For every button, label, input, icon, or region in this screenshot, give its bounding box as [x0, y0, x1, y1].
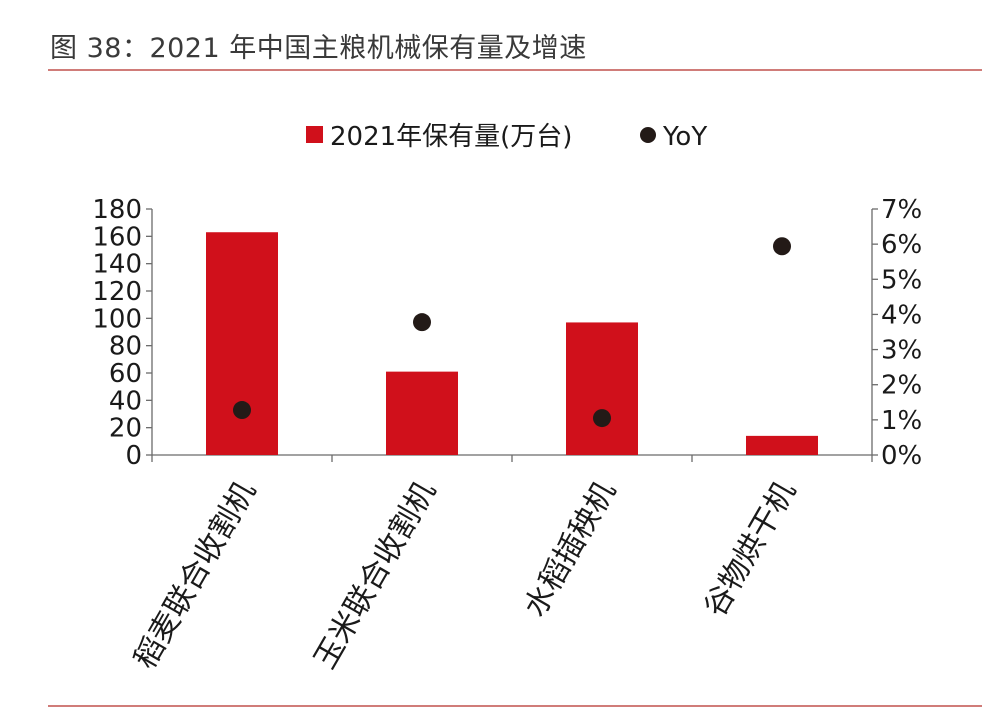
- category-labels: 稻麦联合收割机 玉米联合收割机 水稻插秧机 谷物烘干机: [128, 476, 803, 675]
- bar: [566, 322, 638, 455]
- right-tick-label: 1%: [881, 406, 922, 436]
- category-label: 水稻插秧机: [518, 476, 623, 623]
- yoy-point: [233, 401, 251, 420]
- right-tick-label: 4%: [881, 300, 922, 330]
- left-tick-label: 140: [92, 250, 142, 280]
- bar: [386, 371, 458, 455]
- right-tick-label: 3%: [881, 336, 922, 366]
- yoy-points: [233, 237, 791, 428]
- right-tick-label: 0%: [881, 441, 922, 471]
- left-tick-label: 40: [109, 386, 142, 416]
- yoy-point: [593, 409, 611, 428]
- left-tick-label: 20: [109, 414, 142, 444]
- legend: 2021年保有量(万台) YoY: [306, 122, 707, 152]
- figure-title: 图 38：2021 年中国主粮机械保有量及增速: [50, 33, 587, 64]
- legend-dot-swatch: [640, 127, 656, 143]
- right-tick-label: 5%: [881, 265, 922, 295]
- left-tick-label: 60: [109, 359, 142, 389]
- left-tick-label: 0: [125, 441, 142, 471]
- yoy-point: [413, 313, 431, 332]
- left-tick-label: 160: [92, 222, 142, 252]
- right-tick-label: 7%: [881, 195, 922, 225]
- left-tick-label: 80: [109, 332, 142, 362]
- category-label: 稻麦联合收割机: [128, 476, 263, 675]
- legend-dot-label: YoY: [662, 122, 707, 152]
- category-label: 玉米联合收割机: [308, 476, 443, 675]
- left-tick-label: 100: [92, 304, 142, 334]
- left-tick-label: 180: [92, 195, 142, 225]
- bar: [206, 232, 278, 455]
- legend-bar-swatch: [306, 126, 323, 143]
- yoy-point: [773, 237, 791, 256]
- category-label: 谷物烘干机: [698, 476, 803, 623]
- bars: [206, 232, 818, 455]
- legend-bar-label: 2021年保有量(万台): [330, 122, 572, 152]
- right-tick-label: 6%: [881, 230, 922, 260]
- right-axis-ticks: 0% 1% 2% 3% 4% 5% 6% 7%: [872, 195, 922, 471]
- right-tick-label: 2%: [881, 371, 922, 401]
- left-tick-label: 120: [92, 277, 142, 307]
- bar: [746, 435, 818, 455]
